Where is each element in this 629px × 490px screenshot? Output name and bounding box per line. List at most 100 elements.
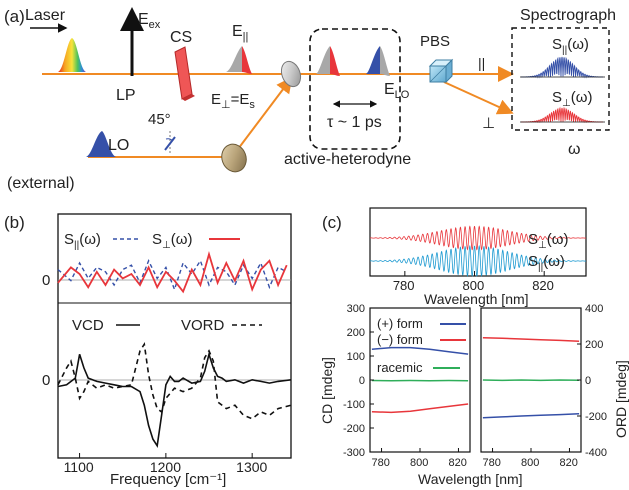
y-tick-label: 100 bbox=[347, 351, 365, 363]
y-tick-label: 400 bbox=[585, 303, 603, 315]
spectrograph-s-perp-label: S⊥(ω) bbox=[552, 89, 592, 109]
active-heterodyne-box bbox=[309, 28, 401, 150]
spectrograph-par-fringes bbox=[521, 56, 603, 79]
series-line-vord bbox=[57, 341, 292, 420]
pbs-cube-icon bbox=[428, 58, 454, 84]
e-par-pulse-icon bbox=[226, 46, 252, 74]
polarization-45-icon bbox=[164, 131, 176, 153]
cs-sample-icon bbox=[174, 46, 195, 101]
panel-c: (c) S⊥(ω) S||(ω) 780 800 820 Wavelength [n… bbox=[319, 207, 629, 487]
y-tick-label: 200 bbox=[347, 327, 365, 339]
c-right-lines bbox=[482, 336, 580, 419]
x-tick-label: 820 bbox=[559, 457, 577, 469]
b-top-zero: 0 bbox=[42, 272, 50, 289]
b-xlabel: Frequency [cm⁻¹] bbox=[110, 471, 226, 488]
c-left-axes: 780 800 820 -300 -200 -100 0 100 200 300 bbox=[343, 303, 467, 469]
legend-minus-form: (−) form bbox=[377, 332, 423, 347]
c-left-lines bbox=[371, 346, 469, 414]
spectrograph-s-par-label: S||(ω) bbox=[552, 36, 589, 56]
omega-label: ω bbox=[568, 141, 581, 158]
y-tick-label: 300 bbox=[347, 303, 365, 315]
c-ylabel-right: ORD [mdeg] bbox=[613, 360, 629, 438]
c-s-perp-label: S⊥(ω) bbox=[528, 231, 568, 251]
spectrograph-box bbox=[511, 27, 610, 131]
tau-label: τ ~ 1 ps bbox=[327, 114, 382, 131]
legend-s-perp: S⊥(ω) bbox=[152, 231, 192, 251]
series-line-s-perp bbox=[57, 250, 288, 294]
angle-label: 45° bbox=[148, 111, 171, 128]
b-bottom-zero: 0 bbox=[42, 372, 50, 389]
x-tick-label: 800 bbox=[410, 457, 428, 469]
lo-label: LO bbox=[108, 137, 129, 154]
series-line-form bbox=[371, 346, 469, 355]
panel-b: (b) S||(ω) S⊥(ω) 0 VCD VORD 0 1100 1200 13… bbox=[4, 213, 292, 488]
c-top-frame bbox=[369, 207, 587, 277]
perp-output-beam bbox=[443, 81, 514, 115]
legend-vord: VORD bbox=[181, 317, 225, 334]
e-lo-label: ELO bbox=[384, 81, 410, 101]
legend-vcd: VCD bbox=[72, 317, 104, 334]
c-top-xlabel: Wavelength [nm] bbox=[424, 291, 529, 307]
x-tick-label: 780 bbox=[372, 457, 390, 469]
legend-s-par: S||(ω) bbox=[64, 231, 101, 251]
pulse-pair-icon bbox=[316, 46, 390, 76]
series-line-form bbox=[482, 336, 580, 343]
x-tick-label: 1100 bbox=[64, 459, 94, 475]
y-tick-label: 200 bbox=[585, 339, 603, 351]
series-fringe-s-par bbox=[369, 244, 587, 277]
b-bottom-lines bbox=[57, 341, 292, 449]
y-tick-label: -200 bbox=[585, 411, 607, 423]
series-fringe-s-perp bbox=[369, 225, 587, 251]
x-tick-label: 820 bbox=[448, 457, 466, 469]
e-perp-label: E⊥=Es bbox=[211, 91, 255, 111]
b-bottom-xticks: 1100 1200 1300 bbox=[64, 453, 268, 475]
legend-racemic: racemic bbox=[377, 360, 423, 375]
series-line-s-par bbox=[57, 259, 288, 292]
external-label: (external) bbox=[7, 175, 75, 192]
c-bottom-xlabel: Wavelength [nm] bbox=[418, 471, 523, 487]
b-top-lines bbox=[57, 250, 288, 294]
lo-mirror-icon bbox=[221, 143, 247, 173]
panel-b-label: (b) bbox=[4, 213, 25, 232]
cs-label: CS bbox=[170, 29, 192, 46]
lo-pulse-icon bbox=[86, 131, 116, 157]
x-tick-label: 800 bbox=[521, 457, 539, 469]
panel-a: (a) Laser Eex LP CS E|| E⊥=Es bbox=[4, 7, 616, 192]
c-top-xticks: 780 800 820 bbox=[393, 271, 554, 293]
e-par-label: E|| bbox=[232, 23, 248, 43]
x-tick-label: 780 bbox=[393, 278, 415, 293]
lo-reflected-beam bbox=[231, 76, 293, 158]
y-tick-label: 0 bbox=[585, 375, 591, 387]
active-heterodyne-label: active-heterodyne bbox=[284, 151, 411, 168]
y-tick-label: -200 bbox=[343, 423, 365, 435]
c-ylabel-left: CD [mdeg] bbox=[319, 357, 335, 424]
y-tick-label: -100 bbox=[343, 399, 365, 411]
beam-splitter-icon bbox=[280, 60, 302, 88]
x-tick-label: 800 bbox=[463, 278, 485, 293]
y-tick-label: -400 bbox=[585, 447, 607, 459]
x-tick-label: 780 bbox=[483, 457, 501, 469]
series-line-form bbox=[371, 403, 469, 414]
spectrograph-perp-fringes bbox=[520, 106, 604, 124]
laser-label: Laser bbox=[25, 7, 66, 24]
c-right-axes: 780 800 820 -400 -200 0 200 400 bbox=[483, 303, 607, 469]
pbs-label: PBS bbox=[420, 33, 450, 50]
panel-b-frame bbox=[57, 213, 292, 459]
c-s-par-label: S||(ω) bbox=[528, 253, 565, 273]
laser-pulse-icon bbox=[58, 38, 86, 72]
series-line-form bbox=[482, 413, 580, 419]
panel-c-label: (c) bbox=[322, 213, 342, 232]
panel-a-label: (a) bbox=[4, 7, 25, 26]
spectrograph-label: Spectrograph bbox=[520, 7, 616, 24]
par-port-label: || bbox=[478, 55, 485, 71]
x-tick-label: 820 bbox=[532, 278, 554, 293]
series-line-vcd bbox=[57, 351, 292, 449]
perp-port-label: ⊥ bbox=[482, 115, 495, 132]
c-top-fringes bbox=[369, 225, 587, 277]
legend-plus-form: (+) form bbox=[377, 316, 423, 331]
y-tick-label: -300 bbox=[343, 447, 365, 459]
e-ex-label: Eex bbox=[138, 11, 161, 31]
x-tick-label: 1200 bbox=[150, 459, 181, 475]
x-tick-label: 1300 bbox=[236, 459, 267, 475]
